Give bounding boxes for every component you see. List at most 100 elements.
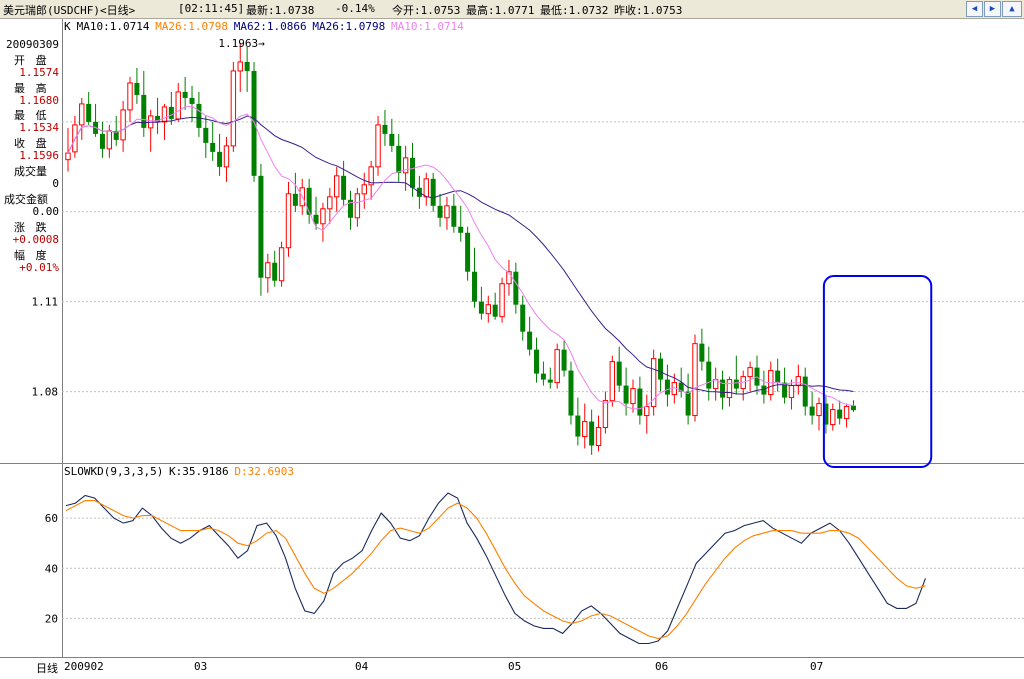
kd-legend-entry-1: K:35.9186 [169, 465, 229, 478]
candle-body [320, 208, 326, 225]
kd-y-tick-label-1: 40 [45, 562, 58, 575]
candle-body [478, 301, 484, 314]
candle-body [472, 271, 478, 302]
volume-value: 0 [52, 177, 59, 190]
change-label: 涨 跌 [14, 221, 49, 234]
candle-body [644, 406, 650, 417]
candle-body [589, 421, 595, 446]
candle-body [402, 157, 409, 174]
candle-body [782, 382, 788, 398]
candle-body [258, 175, 264, 278]
candle-body [65, 152, 71, 161]
candle-body [141, 94, 147, 128]
candle-body [658, 358, 664, 380]
previous-close: 昨收:1.0753 [614, 4, 683, 17]
candle-body [134, 82, 140, 95]
y-tick-label-0: 1.11 [32, 296, 59, 309]
candle-body [616, 361, 622, 386]
kd-series-d [65, 500, 926, 640]
candle-body [155, 115, 161, 122]
low-price: 最低:1.0732 [540, 4, 609, 17]
candle-body [113, 130, 119, 140]
date-label-5: 07 [810, 660, 824, 673]
candle-body [492, 304, 498, 317]
open-label: 开 盘 [14, 54, 49, 67]
candle-body [775, 370, 781, 383]
candle-body [223, 145, 230, 168]
legend-entry-2: MA26:1.0798 [155, 20, 228, 33]
candle-body [237, 61, 243, 72]
candle-body [465, 232, 471, 272]
up-icon[interactable]: ▲ [1002, 1, 1022, 17]
candle-body [520, 304, 526, 332]
candle-body [327, 196, 333, 210]
forward-icon[interactable]: ▶ [984, 1, 1001, 17]
candle-body [664, 379, 670, 395]
range-label: 幅 度 [14, 249, 49, 262]
candle-body [830, 409, 836, 426]
candle-body [120, 109, 126, 141]
legend-entry-1: MA10:1.0714 [77, 20, 150, 33]
candle-body [285, 193, 292, 249]
candle-body [341, 175, 347, 200]
latest-price: 最新:1.0738 [246, 4, 315, 17]
candle-body [458, 226, 464, 233]
candle-body [602, 400, 609, 429]
candle-body [823, 403, 829, 425]
volume-label: 成交量 [14, 165, 47, 178]
candle-body [761, 385, 767, 395]
candle-body [410, 157, 415, 188]
candle-body [161, 106, 168, 123]
kd-series-k [65, 492, 927, 645]
candle-body [444, 205, 450, 219]
kd-legend-entry-2: D:32.6903 [234, 465, 294, 478]
candle-body [534, 349, 540, 374]
candle-body [506, 271, 512, 285]
ma26-line [67, 115, 854, 395]
panel-separator [0, 463, 1024, 464]
candle-body [382, 124, 388, 134]
candle-body [485, 304, 491, 315]
info-date: 20090309 [6, 38, 59, 51]
date-label-1: 03 [194, 660, 208, 673]
high-value: 1.1680 [19, 94, 59, 107]
open-value: 1.1574 [19, 66, 59, 79]
candle-body [306, 187, 312, 215]
candle-body [437, 205, 443, 218]
legend-entry-4: MA26:1.0798 [312, 20, 385, 33]
candle-body [451, 205, 457, 227]
back-icon[interactable]: ◀ [966, 1, 983, 17]
candle-body [720, 379, 726, 398]
candle-body [210, 142, 216, 152]
amount-value: 0.00 [32, 205, 60, 218]
candle-body [292, 193, 298, 206]
candle-body [272, 262, 278, 281]
candle-body [278, 247, 285, 282]
candle-body [430, 178, 436, 206]
candle-body [809, 406, 815, 416]
date-label-2: 04 [355, 660, 369, 673]
candle-body [650, 358, 657, 408]
open-today: 今开:1.0753 [392, 4, 461, 17]
candle-body [637, 388, 643, 416]
candle-body [251, 70, 257, 176]
candle-body [189, 97, 195, 104]
candle-body [99, 133, 105, 149]
candle-body [513, 271, 519, 305]
price-annotation-0: 1.1963→ [218, 37, 265, 50]
high-label: 最 高 [14, 82, 49, 95]
candle-body [685, 391, 691, 416]
candle-body [540, 373, 546, 380]
candle-body [334, 175, 340, 198]
candle-body [361, 184, 367, 195]
candle-body [816, 403, 822, 417]
candle-body [527, 331, 533, 350]
candle-body [106, 130, 113, 150]
candle-body [568, 370, 574, 416]
time-readout: [02:11:45] [178, 2, 245, 15]
candle-body [396, 145, 402, 173]
candle-body [850, 405, 856, 411]
candle-body [244, 61, 250, 71]
low-value: 1.1534 [19, 121, 59, 134]
high-price: 最高:1.0771 [466, 4, 535, 17]
